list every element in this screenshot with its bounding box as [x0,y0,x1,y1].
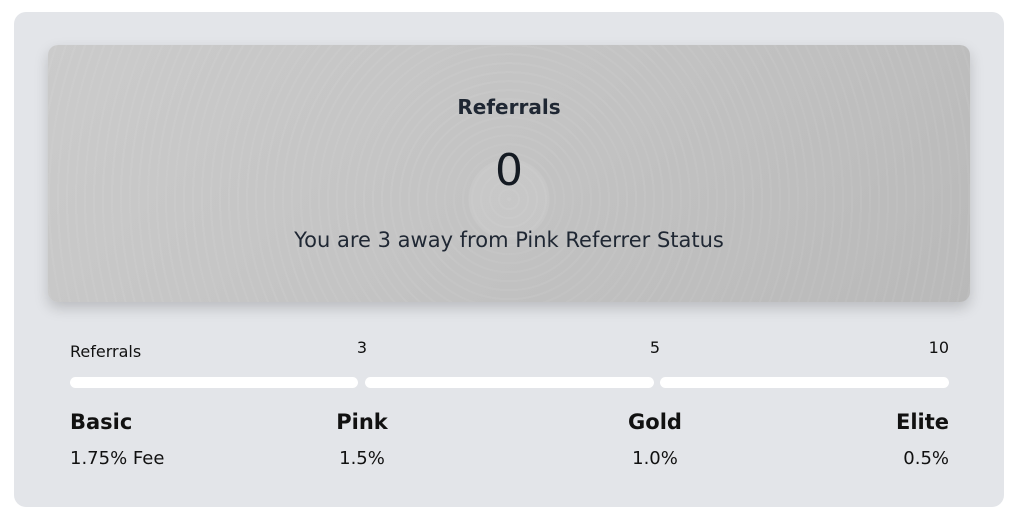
tier-pink-name: Pink [336,410,388,434]
threshold-elite: 10 [928,338,949,357]
tier-elite-fee: 0.5% [903,448,949,469]
tier-gold-name: Gold [628,410,682,434]
tier-basic-fee: 1.75% Fee [70,448,165,469]
tier-elite-name: Elite [895,410,949,434]
referrals-summary-card: Referrals 0 You are 3 away from Pink Ref… [48,45,970,302]
progress-segment-basic-pink [70,377,358,388]
tier-gold-fee: 1.0% [632,448,678,469]
threshold-pink: 3 [356,338,368,357]
tier-basic-name: Basic [70,410,133,434]
referral-count: 0 [495,145,523,196]
status-message: You are 3 away from Pink Referrer Status [294,228,724,252]
referrals-heading: Referrals [457,95,561,119]
progress-segment-pink-gold [365,377,654,388]
tier-pink-fee: 1.5% [339,448,385,469]
threshold-gold: 5 [649,338,661,357]
guilloche-background [48,45,970,302]
progress-segment-gold-elite [660,377,949,388]
progress-label: Referrals [70,342,142,361]
